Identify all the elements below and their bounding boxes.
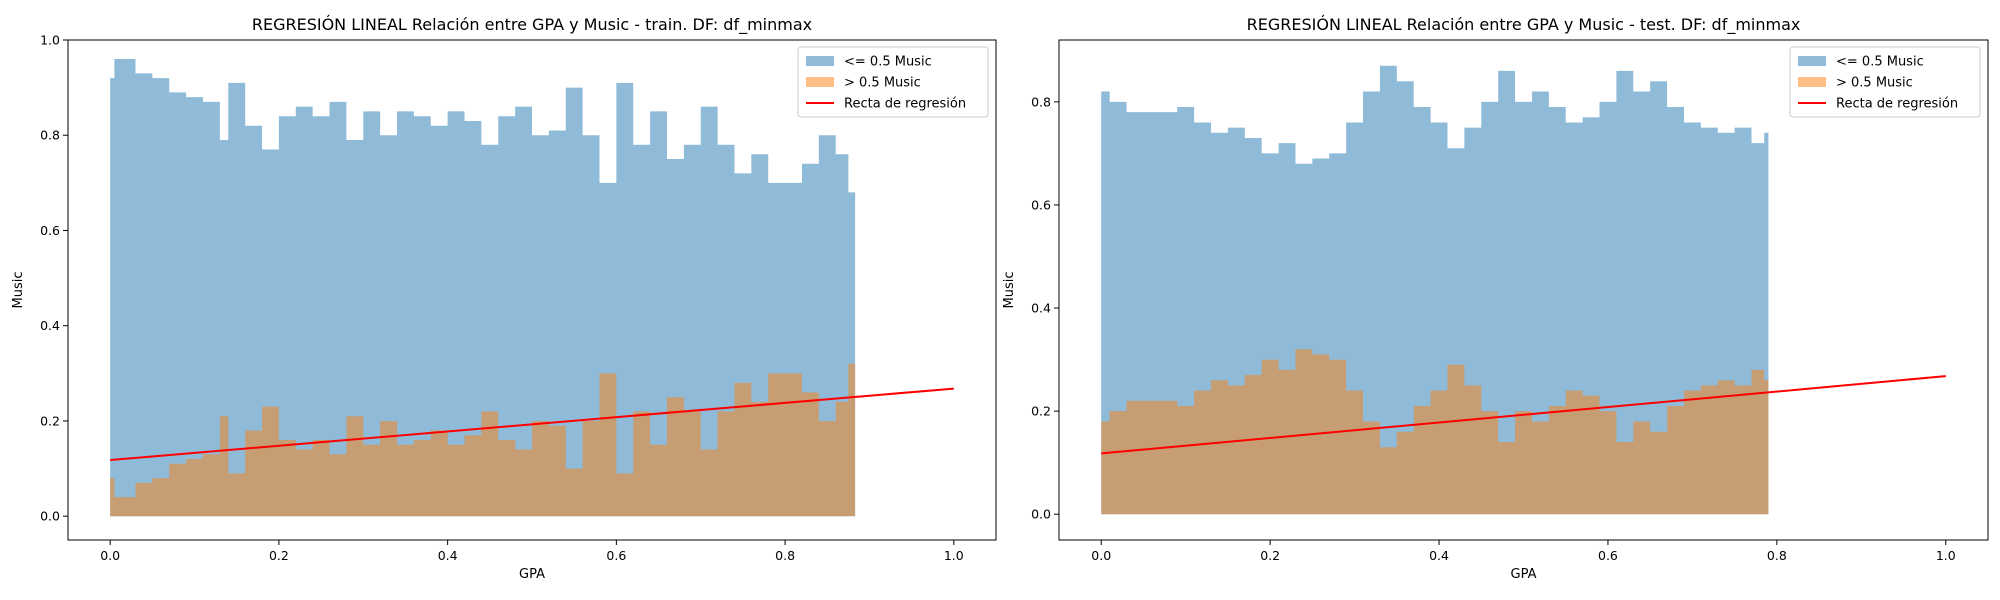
y-tick-label: 0.0: [1031, 507, 1051, 522]
legend-label: > 0.5 Music: [844, 76, 921, 91]
y-tick-label: 0.4: [40, 318, 60, 333]
x-axis-label: GPA: [519, 567, 545, 582]
y-axis-label: Music: [11, 272, 26, 309]
y-tick-label: 0.8: [1031, 94, 1051, 109]
regression-line: [110, 387, 954, 461]
x-tick-label: 0.8: [775, 548, 795, 563]
x-tick-label: 1.0: [1936, 548, 1956, 563]
y-tick-label: 0.2: [1031, 404, 1051, 419]
x-tick-label: 0.4: [438, 548, 458, 563]
legend-area-swatch: [806, 56, 834, 66]
legend-label: Recta de regresión: [844, 97, 966, 112]
x-axis-label: GPA: [1511, 567, 1537, 582]
chart-title: REGRESIÓN LINEAL Relación entre GPA y Mu…: [1247, 15, 1801, 35]
legend-area-swatch: [1798, 77, 1826, 87]
legend-label: Recta de regresión: [1836, 97, 1958, 112]
x-tick-label: 0.8: [1767, 548, 1787, 563]
plot-frame: [1058, 39, 1989, 541]
legend-label: <= 0.5 Music: [1836, 55, 1924, 70]
legend: <= 0.5 Music > 0.5 Music Recta de regresió…: [797, 46, 989, 118]
legend-area-swatch: [806, 77, 834, 87]
y-tick-label: 0.6: [40, 223, 60, 238]
x-tick-label: 0.2: [269, 548, 289, 563]
x-tick-label: 1.0: [944, 548, 964, 563]
y-tick-label: 0.8: [40, 128, 60, 143]
legend-box: [1789, 46, 1981, 118]
y-tick-label: 0.6: [1031, 197, 1051, 212]
chart-title: REGRESIÓN LINEAL Relación entre GPA y Mu…: [252, 15, 812, 35]
x-tick-label: 0.0: [100, 548, 120, 563]
x-tick-label: 0.4: [1429, 548, 1449, 563]
y-axis-label: Music: [1002, 272, 1017, 309]
chart-1: 0.0 0.2 0.4 0.6 0.8 1.0 0.0 0.2 0.4 0.6 0.8 1.0 REGR…: [11, 15, 997, 582]
x-tick-label: 0.6: [606, 548, 626, 563]
legend-area-swatch: [1798, 56, 1826, 66]
area-series-2: [1101, 349, 1769, 515]
legend-label: <= 0.5 Music: [844, 55, 932, 70]
y-tick-label: 0.0: [40, 509, 60, 524]
legend-label: > 0.5 Music: [1836, 76, 1913, 91]
legend: <= 0.5 Music > 0.5 Music Recta de regresió…: [1789, 46, 1981, 118]
x-tick-label: 0.0: [1091, 548, 1111, 563]
y-tick-label: 0.2: [40, 413, 60, 428]
x-tick-label: 0.2: [1260, 548, 1280, 563]
plot-frame: [67, 39, 997, 541]
y-tick-label: 1.0: [40, 33, 60, 48]
area-series-2: [110, 363, 856, 517]
regression-line: [1101, 375, 1946, 455]
x-tick-label: 0.6: [1598, 548, 1618, 563]
y-tick-label: 0.4: [1031, 301, 1051, 316]
legend-box: [797, 46, 989, 118]
chart-2: 0.0 0.2 0.4 0.6 0.8 1.0 0.0 0.2 0.4 0.6 0.8 REGRESI…: [1002, 15, 1989, 582]
